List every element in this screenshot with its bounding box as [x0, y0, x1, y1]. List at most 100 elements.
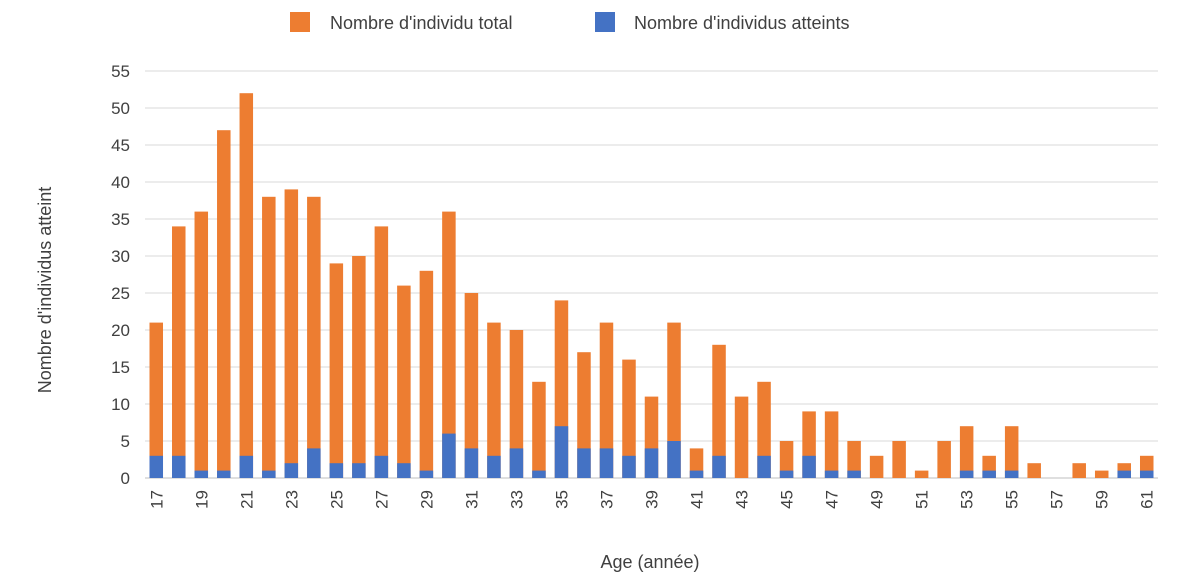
bar-atteints-39 — [644, 448, 659, 478]
bar-total-27 — [374, 226, 389, 478]
bar-atteints-40 — [667, 441, 681, 478]
x-tick-label: 57 — [1048, 490, 1067, 509]
bar-total-37 — [599, 322, 614, 478]
y-axis-ticks: 0 5 10 15 20 25 30 35 40 45 50 55 — [111, 62, 130, 488]
x-tick-label: 45 — [778, 490, 797, 509]
bar-atteints-22 — [262, 470, 276, 478]
bar-atteints-25 — [329, 463, 344, 478]
x-tick-label: 25 — [327, 490, 346, 509]
x-axis-ticks: 17 19 21 23 25 27 29 31 33 35 37 39 41 43 45 47 49 51 53 55… — [147, 490, 1156, 509]
bar-total-34 — [532, 381, 546, 478]
bar-atteints-29 — [419, 470, 434, 478]
bar-atteints-37 — [599, 448, 614, 478]
bar-atteints-53 — [959, 470, 974, 478]
bar-atteints-60 — [1117, 470, 1131, 478]
x-tick-label: 35 — [552, 490, 571, 509]
bar-atteints-46 — [802, 455, 816, 478]
bar-total-40 — [667, 322, 681, 478]
bar-atteints-21 — [239, 455, 254, 478]
bar-total-58 — [1072, 463, 1086, 478]
bar-total-28 — [397, 285, 411, 478]
x-tick-label: 27 — [372, 490, 391, 509]
bar-total-50 — [892, 441, 906, 478]
bar-total-42 — [712, 344, 726, 478]
bar-atteints-31 — [464, 448, 479, 478]
y-tick-label: 55 — [111, 62, 130, 81]
bar-atteints-54 — [982, 470, 996, 478]
x-tick-label: 31 — [462, 490, 481, 509]
bar-total-33 — [509, 330, 524, 478]
bar-total-26 — [352, 256, 366, 478]
bar-total-31 — [464, 293, 479, 478]
legend-swatch-atteints — [595, 12, 615, 32]
y-tick-label: 25 — [111, 284, 130, 303]
bar-total-44 — [757, 381, 771, 478]
y-tick-label: 20 — [111, 321, 130, 340]
bar-atteints-28 — [397, 463, 411, 478]
x-tick-label: 17 — [147, 490, 166, 509]
x-tick-label: 23 — [282, 490, 301, 509]
bar-atteints-35 — [554, 426, 569, 478]
x-tick-label: 53 — [958, 490, 977, 509]
bar-atteints-18 — [172, 455, 186, 478]
x-tick-label: 21 — [237, 490, 256, 509]
x-tick-label: 55 — [1003, 490, 1022, 509]
bar-atteints-42 — [712, 455, 726, 478]
bar-atteints-30 — [442, 433, 456, 478]
bar-atteints-19 — [194, 470, 209, 478]
bar-total-45 — [779, 441, 794, 478]
bar-total-52 — [937, 441, 951, 478]
x-tick-label: 43 — [733, 490, 752, 509]
bar-total-32 — [487, 322, 501, 478]
legend: Nombre d'individu total Nombre d'individ… — [290, 12, 850, 33]
bar-total-43 — [734, 396, 749, 478]
y-tick-label: 0 — [121, 469, 130, 488]
bar-atteints-44 — [757, 455, 771, 478]
x-tick-label: 61 — [1138, 490, 1157, 509]
y-tick-label: 45 — [111, 136, 130, 155]
bars — [149, 93, 1154, 479]
bar-total-24 — [307, 196, 321, 479]
bar-atteints-45 — [779, 470, 794, 478]
bar-total-25 — [329, 263, 344, 478]
bar-total-38 — [622, 359, 636, 478]
y-tick-label: 40 — [111, 173, 130, 192]
bar-atteints-48 — [847, 470, 861, 478]
y-tick-label: 50 — [111, 99, 130, 118]
bar-atteints-34 — [532, 470, 546, 478]
x-tick-label: 29 — [417, 490, 436, 509]
x-tick-label: 33 — [507, 490, 526, 509]
legend-label-atteints: Nombre d'individus atteints — [634, 13, 850, 33]
bar-total-49 — [869, 455, 884, 478]
x-tick-label: 59 — [1093, 490, 1112, 509]
bar-total-17 — [149, 322, 164, 478]
x-tick-label: 39 — [643, 490, 662, 509]
bar-atteints-24 — [307, 448, 321, 478]
y-tick-label: 10 — [111, 395, 130, 414]
bar-atteints-47 — [824, 470, 839, 478]
bar-atteints-36 — [577, 448, 591, 478]
bar-atteints-26 — [352, 463, 366, 478]
bar-total-29 — [419, 270, 434, 478]
bar-atteints-61 — [1139, 470, 1154, 478]
y-tick-label: 30 — [111, 247, 130, 266]
y-tick-label: 35 — [111, 210, 130, 229]
bar-total-48 — [847, 441, 861, 478]
x-tick-label: 19 — [192, 490, 211, 509]
bar-total-51 — [914, 470, 929, 478]
legend-swatch-total — [290, 12, 310, 32]
x-tick-label: 51 — [913, 490, 932, 509]
bar-total-47 — [824, 411, 839, 478]
x-tick-label: 47 — [823, 490, 842, 509]
bar-total-19 — [194, 211, 209, 478]
bar-total-30 — [442, 211, 456, 478]
bar-atteints-20 — [217, 470, 231, 478]
x-tick-label: 49 — [868, 490, 887, 509]
bar-total-18 — [172, 226, 186, 478]
bar-atteints-33 — [509, 448, 524, 478]
bar-atteints-55 — [1004, 470, 1019, 478]
bar-atteints-41 — [689, 470, 704, 478]
bar-atteints-32 — [487, 455, 501, 478]
legend-label-total: Nombre d'individu total — [330, 13, 513, 33]
